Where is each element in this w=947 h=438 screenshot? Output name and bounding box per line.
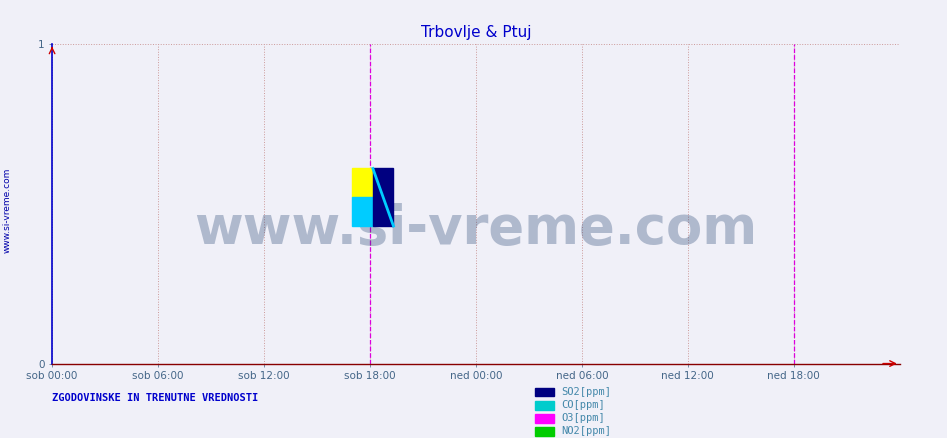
Text: O3[ppm]: O3[ppm] [562, 413, 605, 423]
Text: SO2[ppm]: SO2[ppm] [562, 387, 612, 396]
Text: www.si-vreme.com: www.si-vreme.com [3, 168, 12, 253]
Text: CO[ppm]: CO[ppm] [562, 400, 605, 410]
Text: www.si-vreme.com: www.si-vreme.com [194, 203, 758, 255]
Bar [373, 169, 393, 226]
Title: Trbovlje & Ptuj: Trbovlje & Ptuj [420, 25, 531, 40]
Text: NO2[ppm]: NO2[ppm] [562, 426, 612, 436]
Bar [352, 197, 373, 226]
Text: ZGODOVINSKE IN TRENUTNE VREDNOSTI: ZGODOVINSKE IN TRENUTNE VREDNOSTI [52, 393, 259, 403]
Bar [352, 169, 373, 197]
